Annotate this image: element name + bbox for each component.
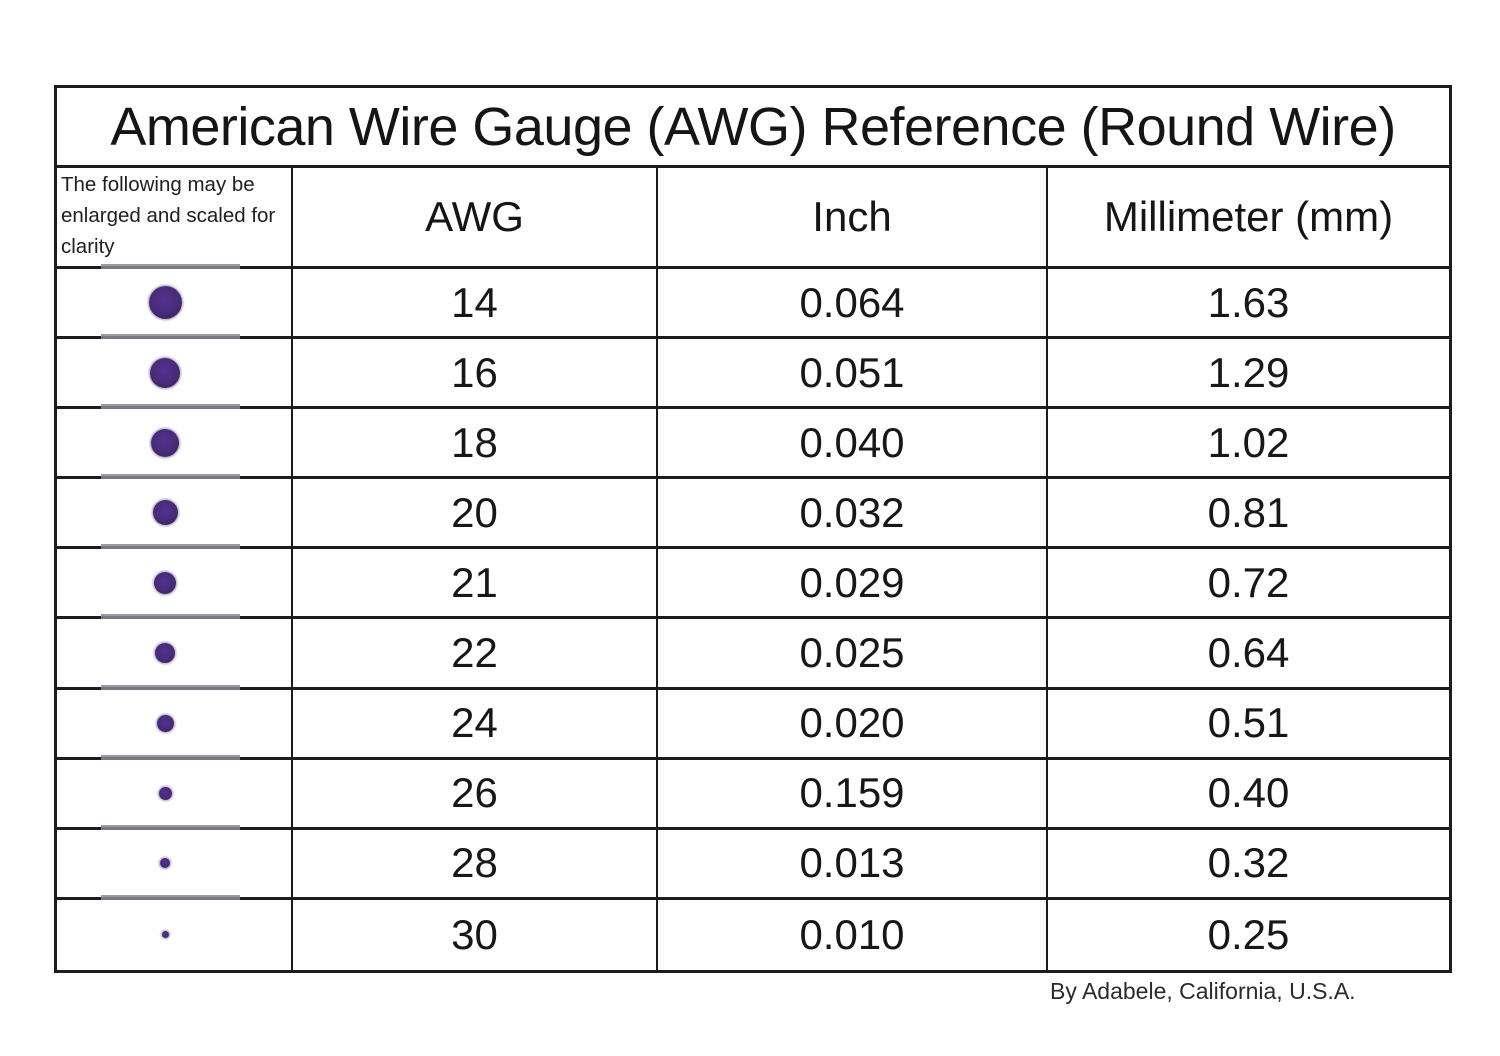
inch-value-cell: 0.032 xyxy=(658,479,1048,550)
inch-value-cell: 0.051 xyxy=(658,339,1048,410)
mm-value-cell: 0.81 xyxy=(1048,479,1449,550)
column-header-awg: AWG xyxy=(293,168,658,269)
wire-dot-cell xyxy=(57,824,293,900)
awg-value-cell: 18 xyxy=(293,409,658,480)
awg-value-cell: 20 xyxy=(293,479,658,550)
awg-reference-table: American Wire Gauge (AWG) Reference (Rou… xyxy=(54,85,1452,973)
awg-value-cell: 28 xyxy=(293,829,658,900)
wire-size-dot xyxy=(155,643,175,664)
wire-size-dot xyxy=(160,858,170,869)
inch-value-cell: 0.159 xyxy=(658,759,1048,830)
column-header-inch: Inch xyxy=(658,168,1048,269)
inch-value-cell: 0.013 xyxy=(658,829,1048,900)
wire-dot-cell xyxy=(57,263,293,340)
wire-size-dot xyxy=(151,428,179,457)
awg-value-cell: 22 xyxy=(293,619,658,690)
note-text: The following may be enlarged and scaled… xyxy=(61,173,276,258)
awg-value-cell: 24 xyxy=(293,689,658,760)
wire-dot-cell xyxy=(57,614,293,690)
mm-value-cell: 0.51 xyxy=(1048,689,1449,760)
wire-size-dot xyxy=(154,571,176,594)
awg-value-cell: 21 xyxy=(293,549,658,620)
awg-value-cell: 30 xyxy=(293,899,658,970)
wire-dot-cell xyxy=(57,684,293,760)
wire-dot-cell xyxy=(57,894,293,970)
wire-size-dot xyxy=(152,500,178,526)
mm-value-cell: 1.63 xyxy=(1048,269,1449,340)
wire-dot-cell xyxy=(57,754,293,830)
mm-value-cell: 0.64 xyxy=(1048,619,1449,690)
inch-value-cell: 0.029 xyxy=(658,549,1048,620)
wire-size-dot xyxy=(156,714,174,732)
mm-value-cell: 0.40 xyxy=(1048,759,1449,830)
inch-value-cell: 0.025 xyxy=(658,619,1048,690)
mm-value-cell: 1.29 xyxy=(1048,339,1449,410)
mm-value-cell: 0.72 xyxy=(1048,549,1449,620)
wire-dot-cell xyxy=(57,334,293,410)
inch-value-cell: 0.020 xyxy=(658,689,1048,760)
note-cell: The following may be enlarged and scaled… xyxy=(57,168,293,269)
awg-value-cell: 26 xyxy=(293,759,658,830)
column-header-mm: Millimeter (mm) xyxy=(1048,168,1449,269)
wire-dot-cell xyxy=(57,404,293,480)
awg-value-cell: 14 xyxy=(293,269,658,340)
awg-value-cell: 16 xyxy=(293,339,658,410)
attribution: By Adabele, California, U.S.A. xyxy=(1050,978,1356,1004)
wire-dot-cell xyxy=(57,474,293,550)
wire-size-dot xyxy=(158,786,172,800)
table-title-text: American Wire Gauge (AWG) Reference (Rou… xyxy=(110,96,1396,157)
inch-value-cell: 0.064 xyxy=(658,269,1048,340)
wire-size-dot xyxy=(148,286,182,320)
inch-value-cell: 0.010 xyxy=(658,899,1048,970)
mm-value-cell: 0.32 xyxy=(1048,829,1449,900)
table-title: American Wire Gauge (AWG) Reference (Rou… xyxy=(57,88,1449,168)
inch-value-cell: 0.040 xyxy=(658,409,1048,480)
wire-size-dot xyxy=(150,357,180,388)
mm-value-cell: 1.02 xyxy=(1048,409,1449,480)
mm-value-cell: 0.25 xyxy=(1048,899,1449,970)
wire-dot-cell xyxy=(57,544,293,620)
wire-size-dot xyxy=(161,931,169,939)
